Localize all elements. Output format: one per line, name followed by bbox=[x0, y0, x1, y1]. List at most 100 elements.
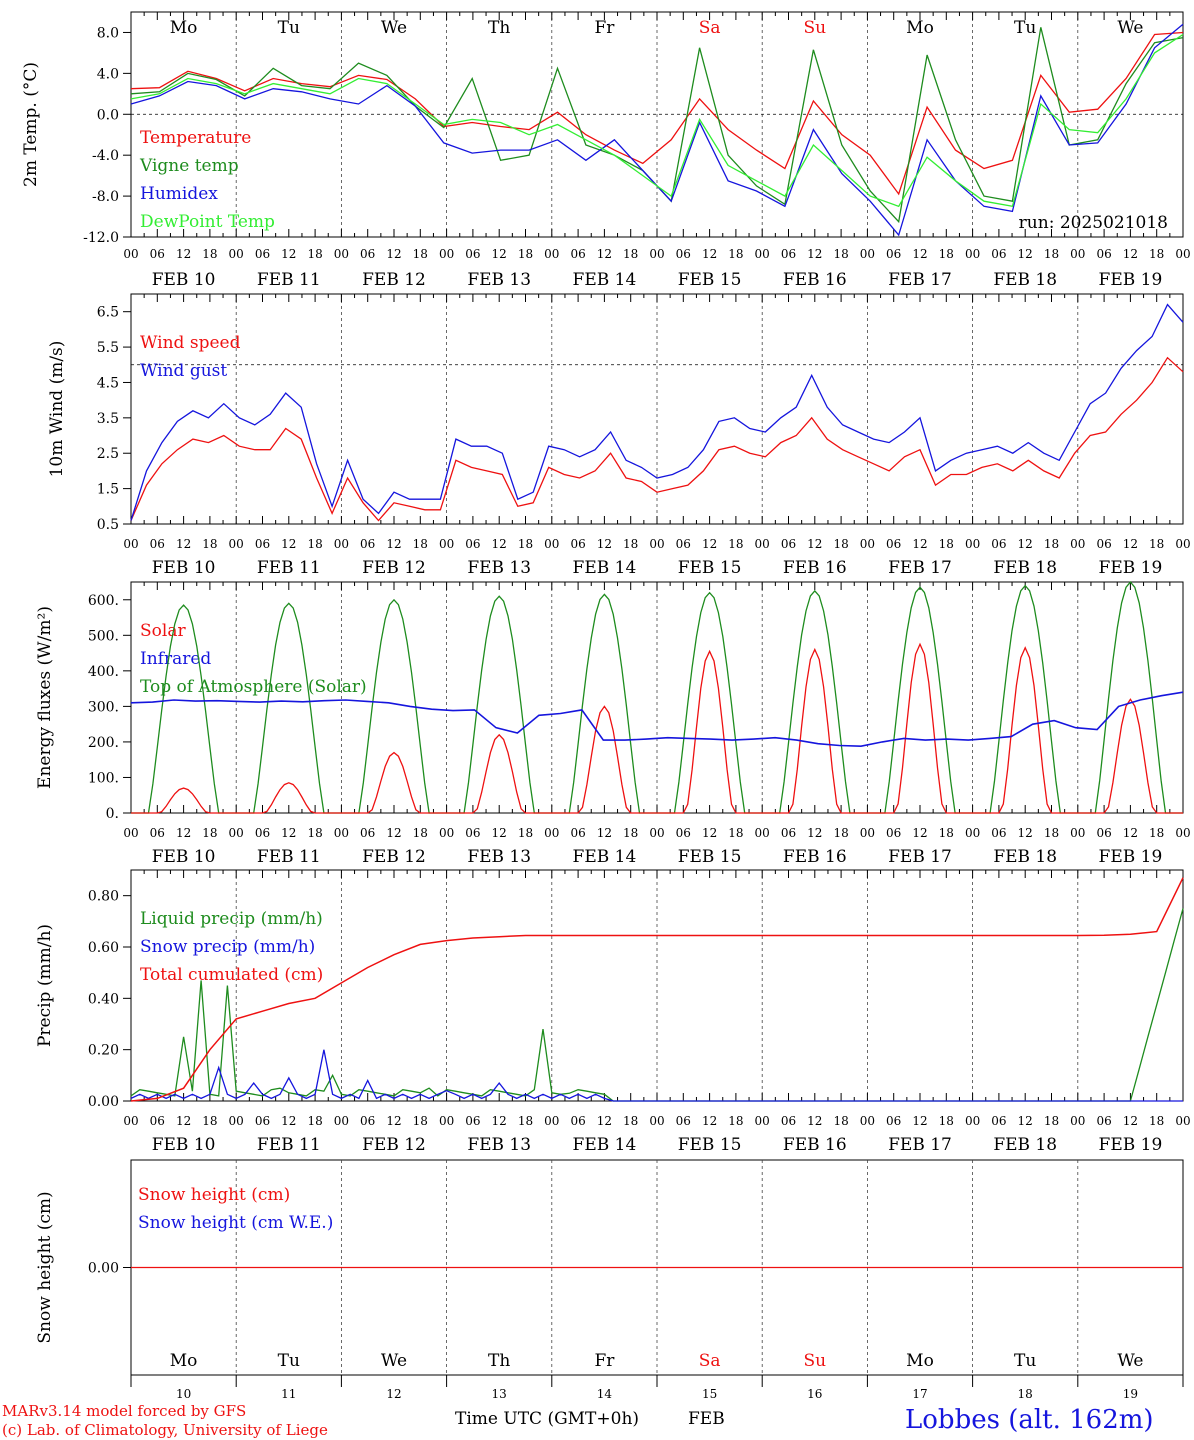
weekday-label: We bbox=[381, 1351, 407, 1371]
weekday-label: Mo bbox=[906, 18, 934, 38]
date-label: FEB 14 bbox=[573, 270, 637, 290]
hour-tick-label: 06 bbox=[150, 826, 165, 840]
hour-tick-label: 18 bbox=[202, 247, 217, 261]
hour-tick-label: 18 bbox=[728, 826, 743, 840]
hour-tick-label: 12 bbox=[702, 537, 717, 551]
hour-tick-label: 06 bbox=[991, 247, 1006, 261]
date-label: FEB 17 bbox=[888, 1135, 952, 1155]
date-label: FEB 12 bbox=[362, 847, 426, 867]
hour-tick-label: 12 bbox=[492, 1114, 507, 1128]
hour-tick-label: 12 bbox=[597, 247, 612, 261]
hour-tick-label: 12 bbox=[386, 247, 401, 261]
hour-tick-label: 12 bbox=[281, 826, 296, 840]
panels-layer: 8.0 4.0 0.0 -4.0 -8.0 -12.0 2m Temp. (°C) Tempe… bbox=[21, 11, 1191, 1401]
hour-tick-label: 00 bbox=[1175, 247, 1190, 261]
date-label: FEB 13 bbox=[467, 270, 531, 290]
legend-entry: Snow height (cm W.E.) bbox=[138, 1213, 333, 1233]
hour-tick-label: 06 bbox=[150, 247, 165, 261]
weekday-label: Tu bbox=[1014, 1351, 1036, 1371]
hour-tick-label: 12 bbox=[1018, 247, 1033, 261]
hour-tick-label: 00 bbox=[649, 247, 664, 261]
date-label: FEB 15 bbox=[678, 1135, 742, 1155]
hour-tick-label: 18 bbox=[202, 826, 217, 840]
hour-tick-label: 12 bbox=[176, 1114, 191, 1128]
weekday-label: Th bbox=[488, 1351, 510, 1371]
date-label: FEB 11 bbox=[257, 558, 321, 578]
hour-tick-label: 06 bbox=[255, 826, 270, 840]
hour-tick-label: 12 bbox=[176, 247, 191, 261]
series-line bbox=[130, 691, 1184, 748]
legend-entry: Vigne temp bbox=[139, 156, 239, 176]
hour-tick-label: 06 bbox=[676, 537, 691, 551]
date-label: FEB 11 bbox=[257, 1135, 321, 1155]
hour-tick-label: 00 bbox=[544, 826, 559, 840]
series-line bbox=[130, 31, 1184, 196]
x-axis-label: Time UTC (GMT+0h) bbox=[455, 1409, 639, 1429]
hour-tick-label: 18 bbox=[413, 247, 428, 261]
hour-tick-label: 06 bbox=[1096, 1114, 1111, 1128]
hour-tick-label: 12 bbox=[386, 537, 401, 551]
hour-tick-label: 12 bbox=[1123, 826, 1138, 840]
hour-tick-label: 00 bbox=[1175, 537, 1190, 551]
hour-tick-label: 06 bbox=[570, 247, 585, 261]
day-number-label: 18 bbox=[1018, 1387, 1033, 1401]
y-tick-label: 0.0 bbox=[97, 107, 119, 123]
hour-tick-label: 00 bbox=[965, 826, 980, 840]
weekday-label: We bbox=[1117, 18, 1143, 38]
hour-tick-label: 18 bbox=[202, 1114, 217, 1128]
hour-tick-label: 18 bbox=[939, 537, 954, 551]
date-label: FEB 10 bbox=[152, 847, 216, 867]
y-tick-label: -8.0 bbox=[92, 189, 119, 205]
hour-tick-label: 06 bbox=[360, 247, 375, 261]
hour-tick-label: 00 bbox=[334, 537, 349, 551]
hour-tick-label: 00 bbox=[439, 1114, 454, 1128]
hour-tick-label: 06 bbox=[991, 1114, 1006, 1128]
hour-tick-label: 18 bbox=[307, 537, 322, 551]
run-annotation: run: 2025021018 bbox=[1019, 213, 1168, 233]
day-number-label: 10 bbox=[176, 1387, 191, 1401]
hour-tick-label: 12 bbox=[807, 1114, 822, 1128]
y-tick-label: 600. bbox=[88, 593, 119, 609]
y-tick-label: 200. bbox=[88, 735, 119, 751]
date-label: FEB 16 bbox=[783, 847, 847, 867]
panel-3: 0.80 0.60 0.40 0.20 0.00 Precip (mm/h) Liquid … bbox=[35, 869, 1191, 1155]
hour-tick-label: 06 bbox=[781, 1114, 796, 1128]
date-label: FEB 16 bbox=[783, 1135, 847, 1155]
hour-tick-label: 00 bbox=[229, 826, 244, 840]
hour-tick-label: 00 bbox=[439, 537, 454, 551]
hour-tick-label: 18 bbox=[623, 247, 638, 261]
hour-tick-label: 12 bbox=[1018, 1114, 1033, 1128]
hour-tick-label: 12 bbox=[1018, 537, 1033, 551]
hour-tick-label: 12 bbox=[1018, 826, 1033, 840]
hour-tick-label: 00 bbox=[123, 1114, 138, 1128]
date-label: FEB 15 bbox=[678, 558, 742, 578]
hour-tick-label: 12 bbox=[281, 537, 296, 551]
hour-tick-label: 12 bbox=[1123, 247, 1138, 261]
hour-tick-label: 12 bbox=[176, 826, 191, 840]
y-tick-label: 300. bbox=[88, 699, 119, 715]
y-tick-label: 100. bbox=[88, 770, 119, 786]
hour-tick-label: 00 bbox=[860, 1114, 875, 1128]
hour-tick-label: 12 bbox=[702, 1114, 717, 1128]
lab-credit: (c) Lab. of Climatology, University of L… bbox=[2, 1421, 328, 1439]
weekday-label: Su bbox=[803, 18, 826, 38]
y-tick-label: 400. bbox=[88, 664, 119, 680]
hour-tick-label: 00 bbox=[229, 1114, 244, 1128]
panel-0: 8.0 4.0 0.0 -4.0 -8.0 -12.0 2m Temp. (°C) Tempe… bbox=[21, 11, 1191, 290]
hour-tick-label: 00 bbox=[1070, 1114, 1085, 1128]
date-label: FEB 11 bbox=[257, 847, 321, 867]
weekday-label: Th bbox=[488, 18, 510, 38]
weekday-label: Tu bbox=[278, 18, 300, 38]
hour-tick-label: 06 bbox=[781, 537, 796, 551]
weekday-label: Su bbox=[803, 1351, 826, 1371]
hour-tick-label: 06 bbox=[360, 826, 375, 840]
date-label: FEB 17 bbox=[888, 558, 952, 578]
hour-tick-label: 00 bbox=[649, 826, 664, 840]
hour-tick-label: 12 bbox=[702, 247, 717, 261]
hour-tick-label: 00 bbox=[334, 826, 349, 840]
hour-tick-label: 06 bbox=[465, 1114, 480, 1128]
date-label: FEB 10 bbox=[152, 270, 216, 290]
hour-tick-label: 18 bbox=[1044, 247, 1059, 261]
hour-tick-label: 18 bbox=[518, 826, 533, 840]
